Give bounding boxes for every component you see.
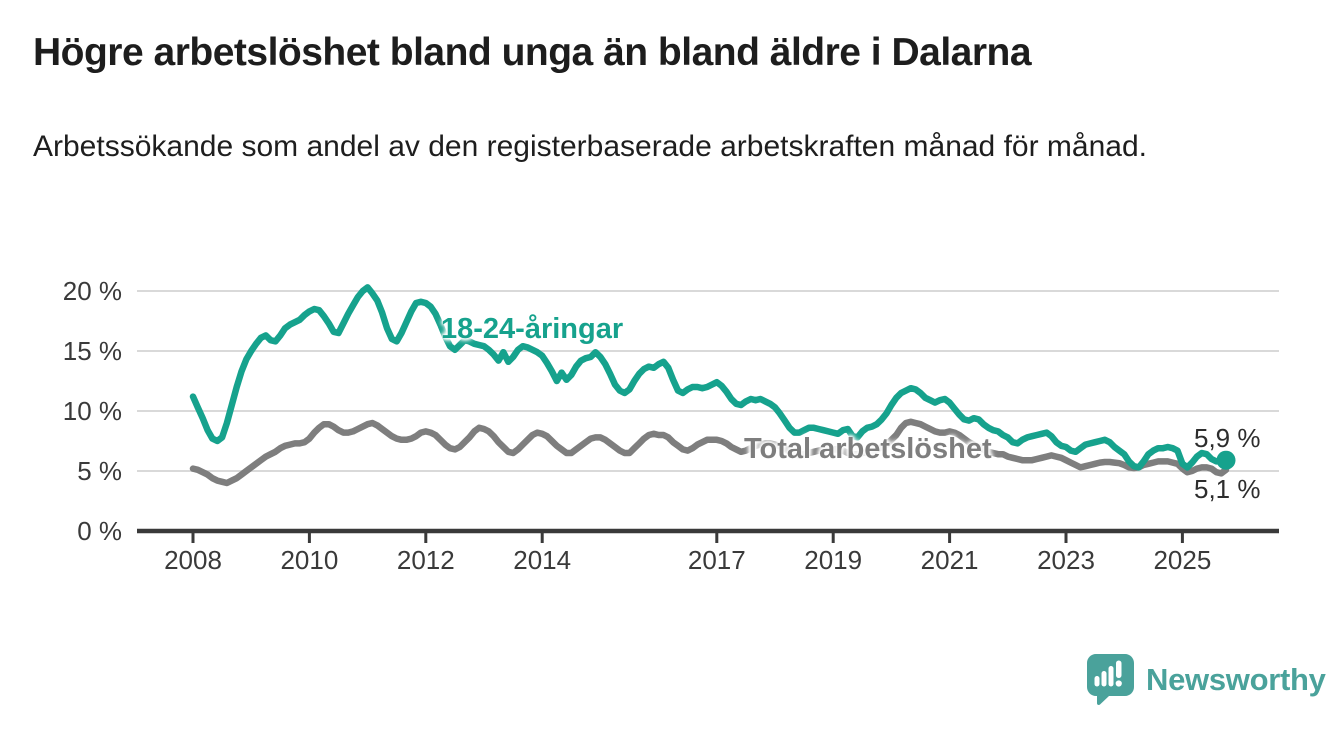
x-tick-label: 2025 bbox=[1153, 545, 1212, 575]
y-tick-label: 15 % bbox=[62, 336, 122, 366]
page-title: Högre arbetslöshet bland unga än bland ä… bbox=[33, 31, 1032, 74]
x-tick-label: 2010 bbox=[280, 545, 339, 575]
end-value-label-total: 5,1 % bbox=[1194, 474, 1261, 504]
y-tick-label: 10 % bbox=[62, 396, 122, 426]
end-value-label-youth: 5,9 % bbox=[1194, 423, 1261, 453]
x-tick-label: 2019 bbox=[804, 545, 863, 575]
series-label-total: Total arbetslöshet bbox=[744, 433, 992, 465]
series-line-total bbox=[189, 418, 1230, 487]
x-tick-label: 2017 bbox=[687, 545, 746, 575]
page-subtitle: Arbetssökande som andel av den registerb… bbox=[33, 130, 1147, 163]
y-tick-label: 0 % bbox=[77, 516, 122, 546]
y-tick-label: 20 % bbox=[62, 276, 122, 306]
x-tick-label: 2014 bbox=[513, 545, 572, 575]
series-line-youth bbox=[189, 284, 1230, 471]
newsworthy-logo-text: Newsworthy bbox=[1146, 662, 1326, 697]
x-tick-label: 2008 bbox=[164, 545, 222, 575]
x-tick-label: 2023 bbox=[1037, 545, 1095, 575]
newsworthy-branding: Newsworthy bbox=[1086, 653, 1326, 707]
x-tick-label: 2012 bbox=[396, 545, 455, 575]
series-label-youth: 18-24-åringar bbox=[441, 313, 624, 345]
newsworthy-logo-icon bbox=[1087, 654, 1134, 706]
y-tick-label: 5 % bbox=[77, 456, 122, 486]
x-tick-label: 2021 bbox=[920, 545, 979, 575]
